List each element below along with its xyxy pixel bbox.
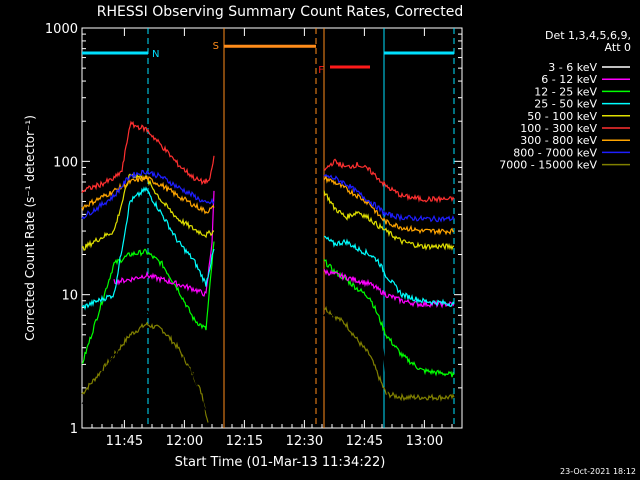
series-3-6-kev-segment-0 — [81, 310, 209, 418]
series-800-7000-kev-segment-1 — [323, 173, 455, 223]
legend-label: 25 - 50 keV — [534, 98, 597, 111]
y-tick-label: 10 — [61, 289, 78, 304]
series-25-50-kev-segment-1 — [324, 235, 455, 307]
series-7000-15000-kev-segment-1 — [323, 305, 455, 402]
legend-label: 50 - 100 keV — [527, 110, 597, 123]
x-tick-label: 13:00 — [406, 434, 443, 449]
chart-title: RHESSI Observing Summary Count Rates, Co… — [97, 4, 463, 20]
x-tick-label: 12:15 — [226, 434, 263, 449]
flag-label-f: F — [318, 65, 324, 76]
series-12-25-kev-segment-1 — [323, 259, 455, 378]
y-tick-label: 1000 — [45, 22, 78, 37]
series-6-12-kev-segment-0 — [113, 190, 215, 297]
y-axis-label: Corrected Count Rate (s⁻¹ detector⁻¹) — [23, 115, 37, 341]
series-800-7000-kev-segment-0 — [81, 169, 215, 220]
series-12-25-kev-segment-0 — [81, 241, 215, 365]
legend-label: 3 - 6 keV — [548, 61, 597, 74]
x-tick-label: 12:45 — [346, 434, 383, 449]
x-axis-label: Start Time (01-Mar-13 11:34:22) — [175, 455, 386, 470]
flag-label-n: N — [152, 49, 159, 60]
series-100-300-kev-segment-0 — [81, 120, 215, 194]
series-50-100-kev-segment-1 — [323, 190, 455, 251]
flag-bars: N S F — [82, 41, 454, 76]
legend-label: 6 - 12 keV — [541, 73, 597, 86]
legend-label: 800 - 7000 keV — [513, 146, 597, 159]
series-25-50-kev-segment-0 — [81, 186, 215, 311]
x-tick-label: 12:00 — [166, 434, 203, 449]
legend-header-line-1: Det 1,3,4,5,6,9, — [545, 29, 631, 42]
y-tick-label: 100 — [53, 155, 78, 170]
y-tick-label: 1 — [70, 422, 78, 437]
x-tick-label: 11:45 — [106, 434, 143, 449]
legend-label: 7000 - 15000 keV — [499, 159, 597, 172]
timestamp: 23-Oct-2021 18:12 — [560, 467, 636, 476]
legend-label: 300 - 800 keV — [520, 134, 597, 147]
series-300-800-kev-segment-1 — [323, 174, 455, 236]
legend-header-line-2: Att 0 — [605, 41, 631, 54]
series-300-800-kev-segment-0 — [81, 174, 215, 215]
axes-ticks: 11:45 12:00 12:15 12:30 12:45 13:00 1 10 100 1000 — [45, 22, 463, 449]
x-tick-label: 12:30 — [286, 434, 323, 449]
series-lines — [81, 120, 455, 423]
legend-label: 100 - 300 keV — [520, 122, 597, 135]
series-100-300-kev-segment-1 — [323, 158, 455, 204]
legend-label: 12 - 25 keV — [534, 85, 597, 98]
flag-label-s: S — [213, 41, 219, 52]
